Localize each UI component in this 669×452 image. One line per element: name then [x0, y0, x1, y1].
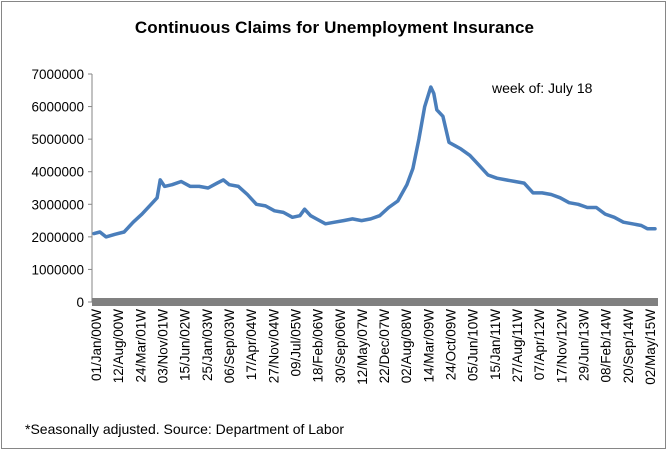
- x-tick-label: 05/Jun/10W: [466, 309, 481, 381]
- plot-area: [92, 74, 658, 302]
- x-tick-label: 29/Jun/13W: [577, 309, 592, 381]
- x-tick-label: 17/Nov/12W: [554, 309, 569, 384]
- y-tick-label: 3000000: [31, 197, 84, 212]
- y-tick-label: 6000000: [31, 100, 84, 115]
- x-axis-ticks: 01/Jan/00W 12/Aug/00W 24/Mar/01W 03/Nov/01W…: [89, 309, 658, 385]
- x-tick-label: 01/Jan/00W: [89, 309, 104, 381]
- x-tick-label: 25/Jan/03W: [200, 309, 215, 381]
- x-tick-label: 03/Nov/01W: [155, 309, 170, 384]
- x-tick-label: 15/Jun/02W: [178, 309, 193, 381]
- x-tick-label: 27/Nov/04W: [266, 309, 281, 384]
- x-tick-label: 06/Sep/03W: [222, 309, 237, 384]
- x-tick-label: 07/Apr/12W: [532, 309, 547, 381]
- x-tick-label: 12/May/07W: [355, 309, 370, 385]
- y-tick-label: 7000000: [31, 67, 84, 82]
- x-tick-label: 20/Sep/14W: [621, 309, 636, 384]
- chart-annotation: week of: July 18: [492, 80, 593, 96]
- y-tick-label: 0: [76, 295, 84, 310]
- x-tick-label: 27/Aug/11W: [510, 309, 525, 383]
- x-tick-label: 09/Jul/05W: [288, 309, 303, 377]
- x-tick-label: 14/Mar/09W: [421, 309, 436, 383]
- x-tick-label: 15/Jan/11W: [488, 309, 503, 380]
- x-tick-label: 02/Aug/08W: [399, 309, 414, 384]
- x-axis-band: [92, 298, 658, 306]
- x-tick-label: 02/May/15W: [643, 309, 658, 385]
- x-tick-label: 30/Sep/06W: [333, 309, 348, 384]
- x-tick-label: 12/Aug/00W: [111, 309, 126, 384]
- x-tick-label: 22/Dec/07W: [377, 309, 392, 384]
- x-tick-label: 24/Oct/09W: [444, 309, 459, 381]
- x-tick-label: 24/Mar/01W: [133, 309, 148, 383]
- x-tick-label: 08/Feb/14W: [599, 309, 614, 383]
- y-tick-label: 4000000: [31, 165, 84, 180]
- chart-title: Continuous Claims for Unemployment Insur…: [134, 18, 535, 37]
- x-tick-label: 17/Apr/04W: [244, 309, 259, 381]
- y-axis-ticks: 0 1000000 2000000 3000000 4000000 5000000 6000…: [31, 67, 92, 310]
- x-tick-label: 18/Feb/06W: [311, 309, 326, 383]
- series-line: [92, 85, 657, 239]
- y-tick-label: 1000000: [31, 262, 84, 277]
- y-tick-label: 2000000: [31, 230, 84, 245]
- y-tick-label: 5000000: [31, 132, 84, 147]
- chart-footnote: *Seasonally adjusted. Source: Department…: [25, 421, 345, 437]
